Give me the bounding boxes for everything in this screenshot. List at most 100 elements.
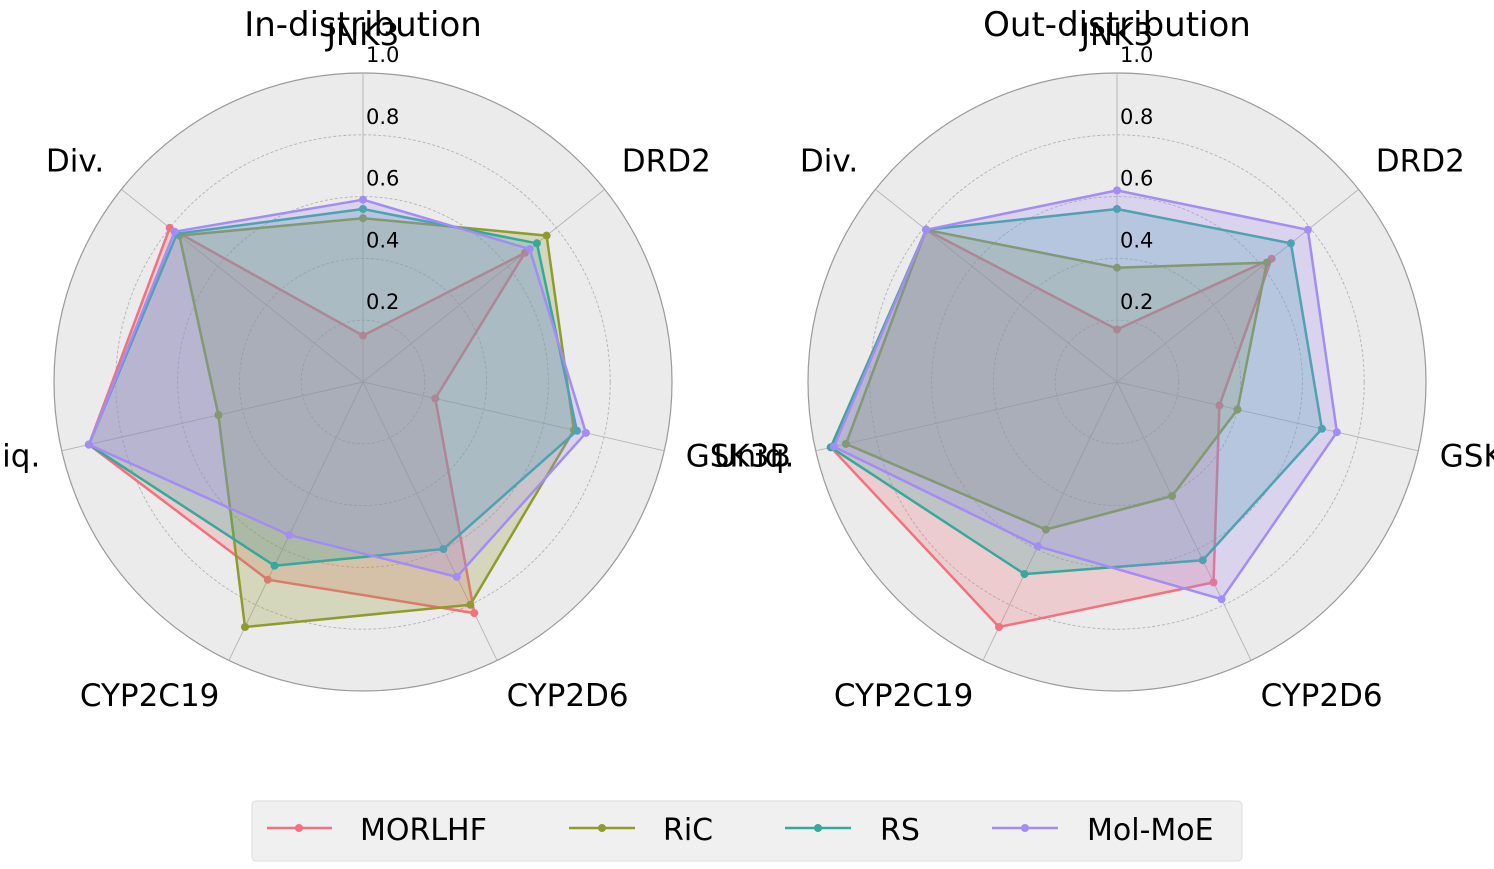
- grid-spoke: [1116, 381, 1252, 661]
- data-point-ric-gsk3b: [1233, 405, 1242, 414]
- data-point-rs-cyp2c19: [1020, 570, 1029, 579]
- radial-tick-label: 0.8: [1120, 105, 1153, 129]
- grid-spoke: [875, 188, 1118, 383]
- data-point-morlhf-cyp2d6: [1209, 578, 1218, 587]
- chart-title: Out-distribution: [983, 5, 1251, 45]
- axis-label-jnk3: JNK3: [1079, 17, 1153, 53]
- data-point-mol-moe-jnk3: [359, 195, 367, 204]
- grid-spoke: [1116, 381, 1419, 452]
- grid-spoke: [228, 381, 364, 661]
- grid-spoke: [362, 381, 665, 452]
- data-point-rs-cyp2d6: [439, 545, 448, 553]
- data-point-ric-uniq: [214, 411, 223, 419]
- series-line-mol-moe: [87, 198, 588, 579]
- legend-entry-ric: RiC: [569, 813, 713, 848]
- axis-label-uniq: Uniq.: [0, 439, 40, 475]
- data-point-rs-cyp2c19: [270, 561, 279, 570]
- data-point-morlhf-cyp2c19: [995, 623, 1003, 631]
- series-area-ric: [845, 229, 1267, 530]
- radial-tick-label: 1.0: [366, 43, 399, 67]
- legend-swatch-marker: [1021, 824, 1029, 832]
- axis-label-jnk3: JNK3: [325, 17, 399, 53]
- axis-label-drd2: DRD2: [622, 144, 711, 180]
- grid-spoke: [61, 381, 364, 452]
- data-point-mol-moe-uniq: [829, 442, 838, 451]
- data-point-mol-moe-cyp2c19: [1033, 542, 1042, 551]
- legend-entry-mol-moe: Mol-MoE: [992, 813, 1214, 848]
- legend-label: RiC: [663, 813, 713, 848]
- axis-label-cyp2d6: CYP2D6: [1261, 678, 1383, 714]
- data-point-morlhf-cyp2d6: [470, 609, 479, 618]
- legend-label: Mol-MoE: [1087, 813, 1214, 848]
- axis-label-gsk3b: GSK3B: [1440, 439, 1494, 475]
- grid-spoke: [982, 381, 1118, 661]
- axis-label-cyp2c19: CYP2C19: [834, 678, 974, 714]
- legend-swatch-marker: [814, 824, 822, 832]
- data-point-rs-gsk3b: [572, 426, 581, 435]
- series-line-morlhf: [87, 226, 527, 615]
- data-point-mol-moe-cyp2c19: [285, 531, 294, 540]
- data-point-ric-jnk3: [1113, 263, 1121, 272]
- data-point-mol-moe-div: [922, 225, 931, 234]
- grid-spoke: [121, 188, 364, 383]
- data-point-rs-jnk3: [359, 205, 367, 213]
- data-point-mol-moe-cyp2d6: [452, 572, 461, 581]
- data-point-ric-uniq: [841, 439, 850, 448]
- data-point-mol-moe-gsk3b: [581, 428, 590, 437]
- axis-label-div: Div.: [46, 144, 104, 180]
- legend-label: MORLHF: [360, 813, 487, 848]
- legend: MORLHF RiC RS Mol-MoE: [251, 800, 1243, 862]
- axis-label-drd2: DRD2: [1376, 144, 1465, 180]
- series-line-rs: [87, 207, 579, 567]
- series-line-ric: [844, 228, 1269, 531]
- grid-ring: [177, 196, 549, 568]
- data-point-mol-moe-div: [170, 227, 179, 236]
- radial-tick-label: 0.2: [1120, 290, 1153, 314]
- radial-tick-label: 0.4: [366, 228, 399, 252]
- data-point-mol-moe-gsk3b: [1332, 428, 1341, 437]
- series-area-ric: [179, 218, 574, 627]
- legend-entry-morlhf: MORLHF: [267, 813, 487, 848]
- legend-label: RS: [880, 813, 920, 848]
- data-point-ric-jnk3: [359, 214, 367, 223]
- radial-tick-label: 1.0: [1120, 43, 1153, 67]
- data-point-morlhf-gsk3b: [431, 394, 440, 403]
- axis-label-div: Div.: [800, 144, 858, 180]
- data-point-morlhf-gsk3b: [1215, 401, 1224, 410]
- data-point-mol-moe-jnk3: [1113, 186, 1121, 195]
- series-area-rs: [88, 209, 577, 566]
- series-area-mol-moe: [88, 199, 586, 577]
- legend-entry-rs: RS: [785, 813, 920, 848]
- legend-swatch-marker: [295, 824, 303, 832]
- data-point-mol-moe-drd2: [525, 245, 534, 254]
- grid-spoke: [1116, 188, 1359, 383]
- data-point-rs-jnk3: [1113, 205, 1121, 213]
- data-point-ric-cyp2d6: [466, 600, 475, 609]
- data-point-ric-drd2: [1262, 258, 1271, 267]
- radial-tick-label: 0.8: [366, 105, 399, 129]
- series-area-rs: [830, 209, 1322, 575]
- series-area-mol-moe: [833, 190, 1337, 600]
- data-point-morlhf-jnk3: [359, 331, 367, 340]
- data-point-morlhf-jnk3: [1113, 325, 1121, 334]
- data-point-mol-moe-drd2: [1303, 225, 1312, 234]
- data-point-ric-cyp2d6: [1168, 492, 1176, 501]
- data-point-rs-cyp2d6: [1198, 556, 1207, 565]
- radial-tick-label: 0.4: [1120, 228, 1153, 252]
- data-point-rs-drd2: [1286, 239, 1295, 248]
- data-point-rs-drd2: [532, 239, 541, 248]
- grid-spoke: [362, 188, 605, 383]
- series-line-mol-moe: [832, 189, 1339, 601]
- axis-label-cyp2d6: CYP2D6: [507, 678, 629, 714]
- series-line-ric: [178, 216, 576, 629]
- data-point-morlhf-cyp2c19: [263, 575, 272, 584]
- legend-swatch-marker: [598, 824, 606, 832]
- chart-title: In-distribution: [244, 5, 482, 45]
- radial-tick-label: 0.6: [1120, 167, 1153, 191]
- series-area-morlhf: [830, 229, 1272, 628]
- data-point-ric-drd2: [542, 231, 551, 240]
- data-point-ric-cyp2c19: [1041, 525, 1050, 534]
